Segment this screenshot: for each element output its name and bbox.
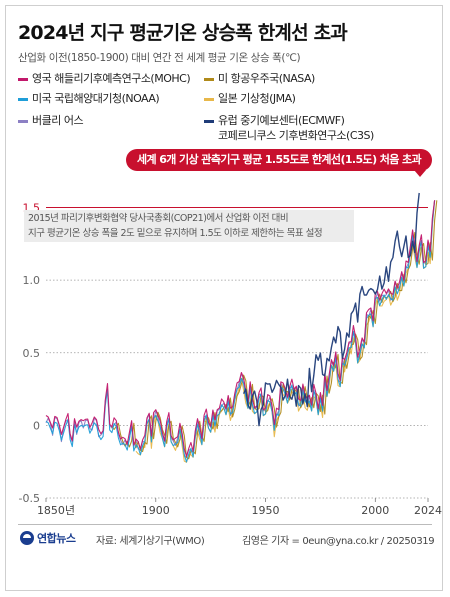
x-tick-label: 1850년: [37, 504, 75, 517]
y-tick-label: 0.5: [23, 347, 41, 360]
y-tick-label: 0: [33, 419, 40, 432]
series-line-mohc: [45, 200, 436, 457]
legend-swatch-nasa: [204, 78, 214, 81]
callout-pointer: [414, 170, 426, 177]
legend-label-ecmwf-line1: 유럽 중기예보센터(ECMWF): [218, 114, 345, 127]
series-line-noaa: [45, 200, 436, 463]
legend-label-mohc: 영국 해들리기후예측연구소(MOHC): [32, 72, 191, 85]
chart-subtitle: 산업화 이전(1850-1900) 대비 연간 전 세계 평균 기온 상승 폭(…: [18, 52, 301, 64]
legend: 영국 해들리기후예측연구소(MOHC) 미 항공우주국(NASA) 미국 국립해…: [18, 72, 438, 152]
y-tick-label: 1.0: [23, 274, 41, 287]
legend-label-nasa: 미 항공우주국(NASA): [218, 72, 315, 85]
note-line-2: 지구 평균기온 상승 폭을 2도 밑으로 유지하며 1.5도 이하로 제한하는 …: [28, 228, 323, 239]
x-tick-label: 1900: [142, 504, 170, 517]
source-text: 자료: 세계기상기구(WMO): [96, 536, 205, 547]
x-tick-label: 2024: [414, 504, 442, 517]
legend-swatch-berkeley: [18, 120, 28, 123]
footer-divider: [18, 524, 432, 525]
note-line-1: 2015년 파리기후변화협약 당사국총회(COP21)에서 산업화 이전 대비: [28, 213, 289, 224]
legend-label-ecmwf-line2: 코페르니쿠스 기후변화연구소(C3S): [218, 129, 374, 142]
yonhap-logo-icon: [20, 531, 34, 545]
y-tick-label: -0.5: [19, 492, 40, 505]
x-tick-label: 2000: [361, 504, 389, 517]
legend-label-noaa: 미국 국립해양대기청(NOAA): [32, 92, 160, 105]
x-tick-label: 1950: [252, 504, 280, 517]
infographic-frame: [5, 5, 443, 591]
legend-swatch-noaa: [18, 98, 28, 101]
yonhap-logo: 연합뉴스: [20, 530, 76, 546]
legend-swatch-ecmwf: [204, 120, 214, 123]
series-line-ecmwf: [242, 192, 420, 427]
series-line-nasa: [111, 200, 438, 460]
legend-swatch-mohc: [18, 78, 28, 81]
credit-text: 김영은 기자 = 0eun@yna.co.kr / 20250319: [242, 536, 435, 547]
threshold-callout: 세계 6개 기상 관측기구 평균 1.55도로 한계선(1.5도) 처음 초과: [126, 149, 432, 171]
logo-text: 연합뉴스: [37, 532, 76, 545]
paris-agreement-note: 2015년 파리기후변화협약 당사국총회(COP21)에서 산업화 이전 대비 …: [24, 210, 354, 242]
legend-label-jma: 일본 기상청(JMA): [218, 92, 296, 105]
chart-title: 2024년 지구 평균기온 상승폭 한계선 초과: [18, 22, 348, 44]
legend-swatch-jma: [204, 98, 214, 101]
legend-label-berkeley: 버클리 어스: [32, 114, 84, 127]
